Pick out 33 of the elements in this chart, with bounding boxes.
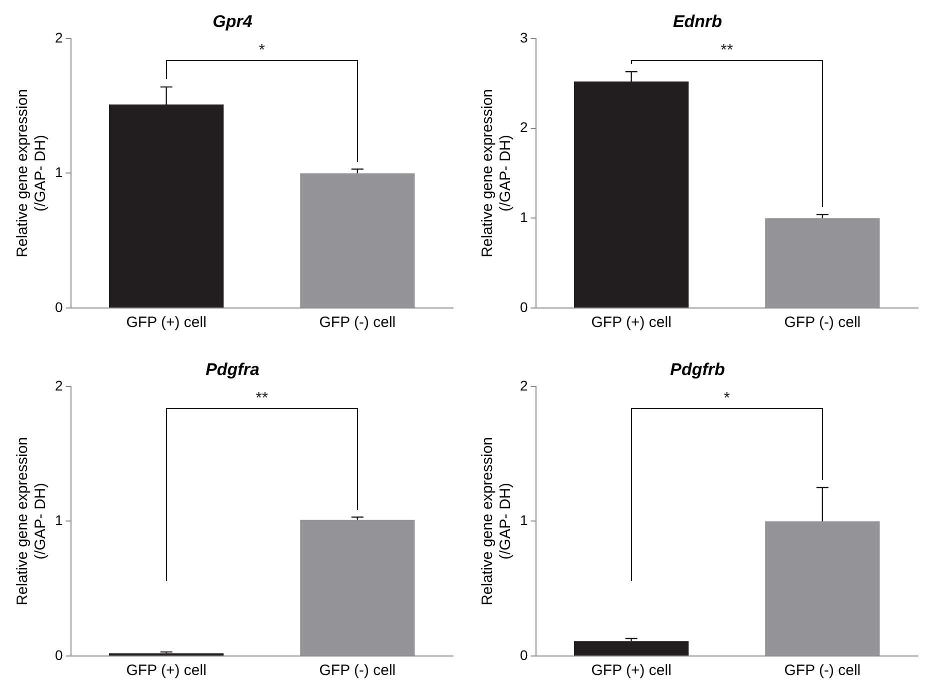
y-tick-label: 1 xyxy=(520,512,528,528)
y-tick-label: 2 xyxy=(54,29,63,46)
y-tick-label: 1 xyxy=(520,208,528,225)
chart-title: Ednrb xyxy=(672,12,722,31)
chart-title: Gpr4 xyxy=(212,12,253,31)
x-tick-label: GFP (-) cell xyxy=(784,662,861,680)
y-tick-label: 0 xyxy=(520,646,528,663)
y-tick-label: 2 xyxy=(520,119,528,136)
y-tick-label: 3 xyxy=(520,29,528,46)
x-tick-label: GFP (-) cell xyxy=(784,314,861,332)
x-tick-label: GFP (+) cell xyxy=(126,662,206,680)
y-axis-title: Relative gene expression (/GAP- DH) xyxy=(479,436,514,606)
annotation: ** xyxy=(720,42,734,60)
y-tick-label: 0 xyxy=(54,646,63,663)
chart-title: Pdgfra xyxy=(206,360,260,379)
y-tick-label: 0 xyxy=(520,298,528,315)
chart-title: Pdgfrb xyxy=(670,360,725,379)
x-tick-label: GFP (+) cell xyxy=(591,662,672,680)
annotation: ** xyxy=(256,390,268,408)
x-tick-label: GFP (+) cell xyxy=(591,314,672,332)
x-tick-label: GFP (-) cell xyxy=(319,662,396,680)
annotation: * xyxy=(724,390,730,408)
y-tick-label: 1 xyxy=(54,512,63,528)
annotation: * xyxy=(258,42,266,60)
y-tick-label: 1 xyxy=(54,164,63,180)
y-tick-label: 2 xyxy=(54,377,63,394)
y-axis-title: Relative gene expression (/GAP- DH) xyxy=(14,436,50,606)
y-axis-title: Relative gene expression (/GAP- DH) xyxy=(479,88,514,258)
y-tick-label: 0 xyxy=(54,298,63,315)
y-tick-label: 2 xyxy=(520,377,528,394)
x-tick-label: GFP (+) cell xyxy=(126,314,206,332)
x-tick-label: GFP (-) cell xyxy=(319,314,396,332)
y-axis-title: Relative gene expression (/GAP- DH) xyxy=(14,88,50,258)
